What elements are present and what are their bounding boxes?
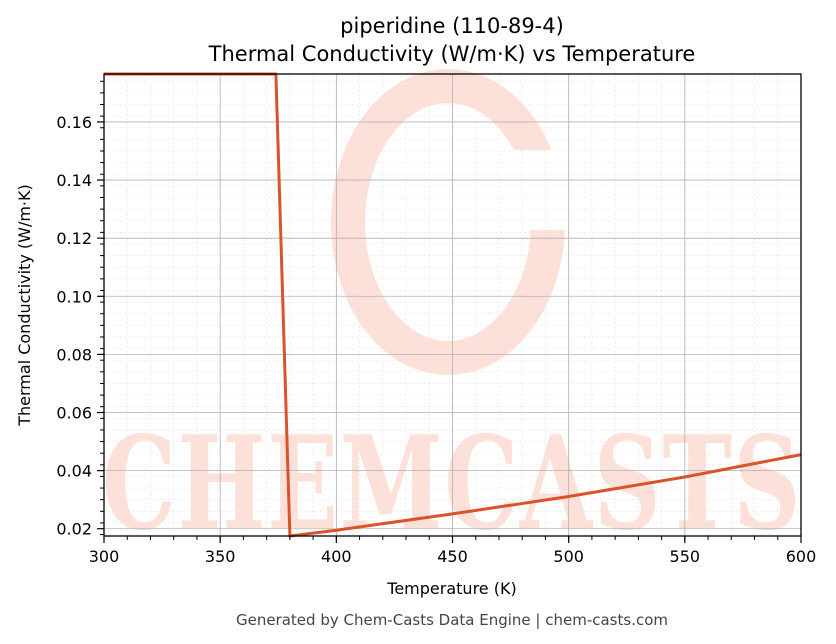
x-tick-label: 400 — [321, 547, 352, 566]
chart-subtitle: Thermal Conductivity (W/m·K) vs Temperat… — [208, 42, 696, 66]
series-line — [104, 72, 802, 538]
y-tick-label: 0.02 — [56, 520, 92, 539]
y-tick-label: 0.06 — [56, 404, 92, 423]
watermark-text: CHEMCASTS — [102, 409, 802, 559]
x-tick-label: 600 — [786, 547, 817, 566]
watermark-logo-gap — [500, 150, 590, 230]
y-tick-label: 0.12 — [56, 229, 92, 248]
chart-title: piperidine (110-89-4) — [340, 14, 564, 38]
y-tick-label: 0.14 — [56, 171, 92, 190]
x-tick-label: 300 — [89, 547, 120, 566]
x-tick-label: 550 — [670, 547, 701, 566]
y-tick-labels: 0.02 0.04 0.06 0.08 0.10 0.12 0.14 0.16 — [56, 113, 92, 539]
footer-credit: Generated by Chem-Casts Data Engine | ch… — [236, 611, 668, 629]
y-tick-label: 0.16 — [56, 113, 92, 132]
y-tick-label: 0.08 — [56, 345, 92, 364]
series-layer — [104, 72, 802, 538]
y-tick-label: 0.10 — [56, 287, 92, 306]
watermark: CHEMCASTS — [102, 69, 802, 559]
x-tick-label: 450 — [437, 547, 468, 566]
y-axis-label: Thermal Conductivity (W/m·K) — [15, 184, 34, 427]
x-tick-label: 350 — [205, 547, 236, 566]
x-tick-labels: 300 350 400 450 500 550 600 — [89, 547, 817, 566]
y-tick-label: 0.04 — [56, 462, 92, 481]
ticks — [97, 80, 802, 543]
x-tick-label: 500 — [553, 547, 584, 566]
x-axis-label: Temperature (K) — [386, 579, 516, 598]
